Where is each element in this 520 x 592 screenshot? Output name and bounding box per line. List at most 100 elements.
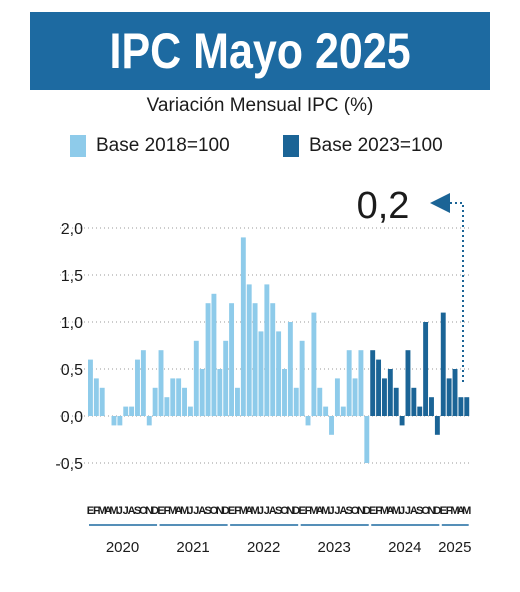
x-month-label: O xyxy=(351,505,360,517)
bar xyxy=(358,350,364,416)
bar xyxy=(276,331,282,416)
bar xyxy=(446,378,452,416)
x-year-label: 2021 xyxy=(176,539,209,556)
x-month-label: D xyxy=(433,505,441,517)
bar xyxy=(229,303,235,416)
x-month-label: N xyxy=(357,505,365,517)
legend-label-base-2018: Base 2018=100 xyxy=(96,135,230,156)
bar xyxy=(352,378,358,416)
x-month-label: S xyxy=(416,505,423,517)
x-month-label: F xyxy=(305,505,312,517)
bar xyxy=(182,387,187,416)
bar xyxy=(346,350,352,416)
bar xyxy=(176,378,182,416)
x-year-label: 2022 xyxy=(247,539,280,556)
x-month-label: J xyxy=(117,505,123,517)
x-month-label: M xyxy=(450,505,459,517)
y-tick-label: 2,0 xyxy=(61,221,83,238)
bar xyxy=(140,350,146,416)
bar xyxy=(164,397,170,416)
bar xyxy=(317,387,323,416)
legend: Base 2018=100 Base 2023=100 xyxy=(70,135,500,163)
bar xyxy=(170,378,176,416)
callout-dotted-connector xyxy=(450,202,464,385)
bar xyxy=(411,387,417,416)
bar xyxy=(217,369,223,416)
bar xyxy=(364,416,370,463)
y-axis-ticks: 2,0 1,5 1,0 0,5 0,0 -0,5 xyxy=(55,221,83,473)
bar xyxy=(235,387,240,416)
x-month-label: J xyxy=(328,505,334,517)
x-month-label: O xyxy=(210,505,219,517)
legend-swatch-base-2023 xyxy=(283,135,299,157)
bar xyxy=(264,284,270,416)
x-month-label: N xyxy=(428,505,436,517)
x-month-label: N xyxy=(286,505,294,517)
x-month-label: M xyxy=(392,505,401,517)
bar xyxy=(223,340,229,416)
x-month-label: J xyxy=(123,505,129,517)
bar xyxy=(205,303,211,416)
x-month-label: A xyxy=(316,505,324,517)
bar xyxy=(334,378,340,416)
x-month-label: S xyxy=(204,505,211,517)
bar xyxy=(135,359,140,416)
x-month-label: D xyxy=(292,505,300,517)
bar xyxy=(311,312,317,416)
x-month-label: M xyxy=(168,505,177,517)
bar xyxy=(93,378,99,416)
x-month-label: O xyxy=(139,505,148,517)
bar xyxy=(299,340,305,416)
bar xyxy=(146,416,152,426)
bar xyxy=(429,397,434,416)
x-month-label: J xyxy=(405,505,411,517)
x-month-label: J xyxy=(187,505,193,517)
bar xyxy=(329,416,334,435)
x-year-label: 2024 xyxy=(388,539,421,556)
x-month-label: D xyxy=(222,505,230,517)
x-month-label: A xyxy=(128,505,136,517)
x-month-label: A xyxy=(339,505,347,517)
y-tick-label: 0,0 xyxy=(61,409,83,426)
bar xyxy=(193,340,199,416)
bar xyxy=(252,303,258,416)
bar xyxy=(323,406,329,416)
x-month-label: N xyxy=(216,505,224,517)
y-tick-label: 0,5 xyxy=(61,362,83,379)
x-month-label: A xyxy=(386,505,394,517)
x-month-label: N xyxy=(145,505,153,517)
x-month-label: O xyxy=(421,505,430,517)
x-year-label: 2020 xyxy=(106,539,139,556)
chart-title: IPC Mayo 2025 xyxy=(109,23,411,79)
bar xyxy=(340,406,346,416)
x-year-label: 2025 xyxy=(438,539,471,556)
bar xyxy=(399,416,405,426)
x-month-label: E xyxy=(87,505,94,517)
bar xyxy=(393,387,399,416)
x-month-label: M xyxy=(309,505,318,517)
bar xyxy=(270,303,276,416)
bar xyxy=(99,387,105,416)
x-month-label: F xyxy=(164,505,171,517)
x-month-label: E xyxy=(369,505,376,517)
x-month-label: M xyxy=(462,505,471,517)
bar xyxy=(440,312,446,416)
bar xyxy=(387,369,393,416)
x-month-label: D xyxy=(151,505,159,517)
y-tick-label: 1,5 xyxy=(61,268,83,285)
bar xyxy=(376,359,382,416)
x-month-label: J xyxy=(258,505,264,517)
bar xyxy=(293,387,299,416)
x-month-label: E xyxy=(228,505,235,517)
latest-value-callout: 0,2 xyxy=(357,185,464,385)
x-month-label: J xyxy=(264,505,270,517)
callout-arrow-icon xyxy=(430,193,450,213)
bar xyxy=(423,322,429,416)
bar xyxy=(240,237,246,416)
bar xyxy=(158,350,164,416)
x-month-label: E xyxy=(157,505,164,517)
bar xyxy=(464,397,470,416)
y-tick-label: 1,0 xyxy=(61,315,83,332)
x-month-label: M xyxy=(380,505,389,517)
